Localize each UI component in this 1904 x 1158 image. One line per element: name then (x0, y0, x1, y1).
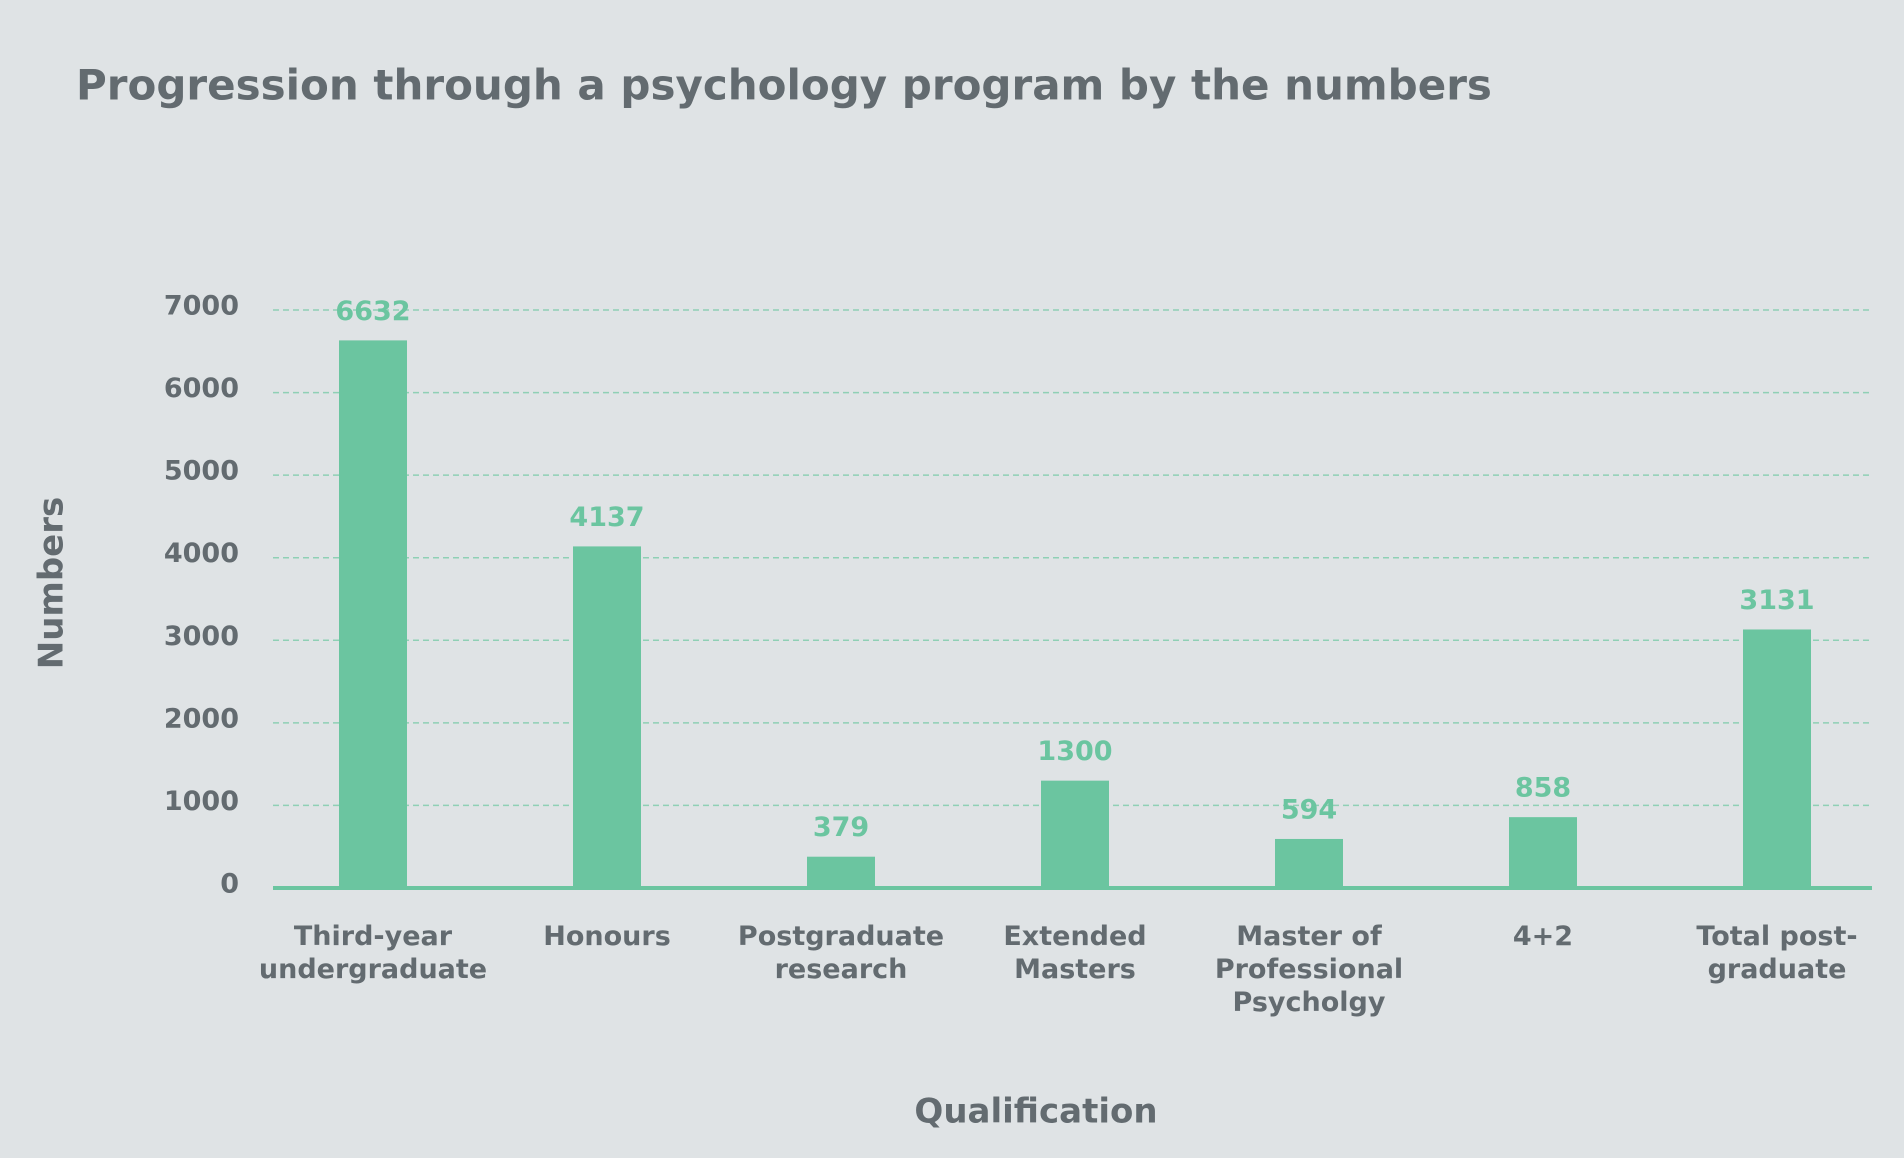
value-label: 379 (813, 812, 869, 843)
bar (1041, 780, 1109, 888)
x-tick-label: Total post-graduate (1696, 921, 1857, 985)
y-axis-title: Numbers (32, 497, 72, 670)
y-tick-label: 1000 (164, 786, 239, 817)
bar (1509, 817, 1577, 888)
value-label: 3131 (1739, 585, 1814, 616)
y-tick-label: 7000 (164, 291, 239, 322)
value-label: 4137 (569, 502, 644, 533)
bar (807, 856, 875, 888)
y-tick-label: 0 (220, 869, 239, 900)
value-label: 594 (1281, 794, 1337, 825)
value-label: 6632 (335, 296, 410, 327)
bar (1275, 838, 1343, 888)
x-tick-label: Master of Professional Psycholgy (1215, 921, 1403, 1018)
x-tick-label: 4+2 (1513, 921, 1573, 952)
y-tick-label: 3000 (164, 621, 239, 652)
chart-title: Progression through a psychology program… (76, 61, 1492, 110)
bar (339, 340, 407, 888)
value-label: 858 (1515, 773, 1571, 804)
y-tick-label: 5000 (164, 456, 239, 487)
value-label: 1300 (1037, 736, 1112, 767)
x-tick-label: Postgraduate research (738, 921, 944, 985)
bar (1743, 629, 1811, 888)
x-tick-label: Honours (543, 921, 671, 952)
x-axis-title: Qualification (914, 1092, 1157, 1132)
y-tick-label: 2000 (164, 703, 239, 734)
bar (573, 546, 641, 888)
y-tick-label: 4000 (164, 538, 239, 569)
x-tick-label: Third-year undergraduate (259, 921, 487, 985)
y-tick-label: 6000 (164, 373, 239, 404)
x-tick-label: Extended Masters (1003, 921, 1146, 985)
